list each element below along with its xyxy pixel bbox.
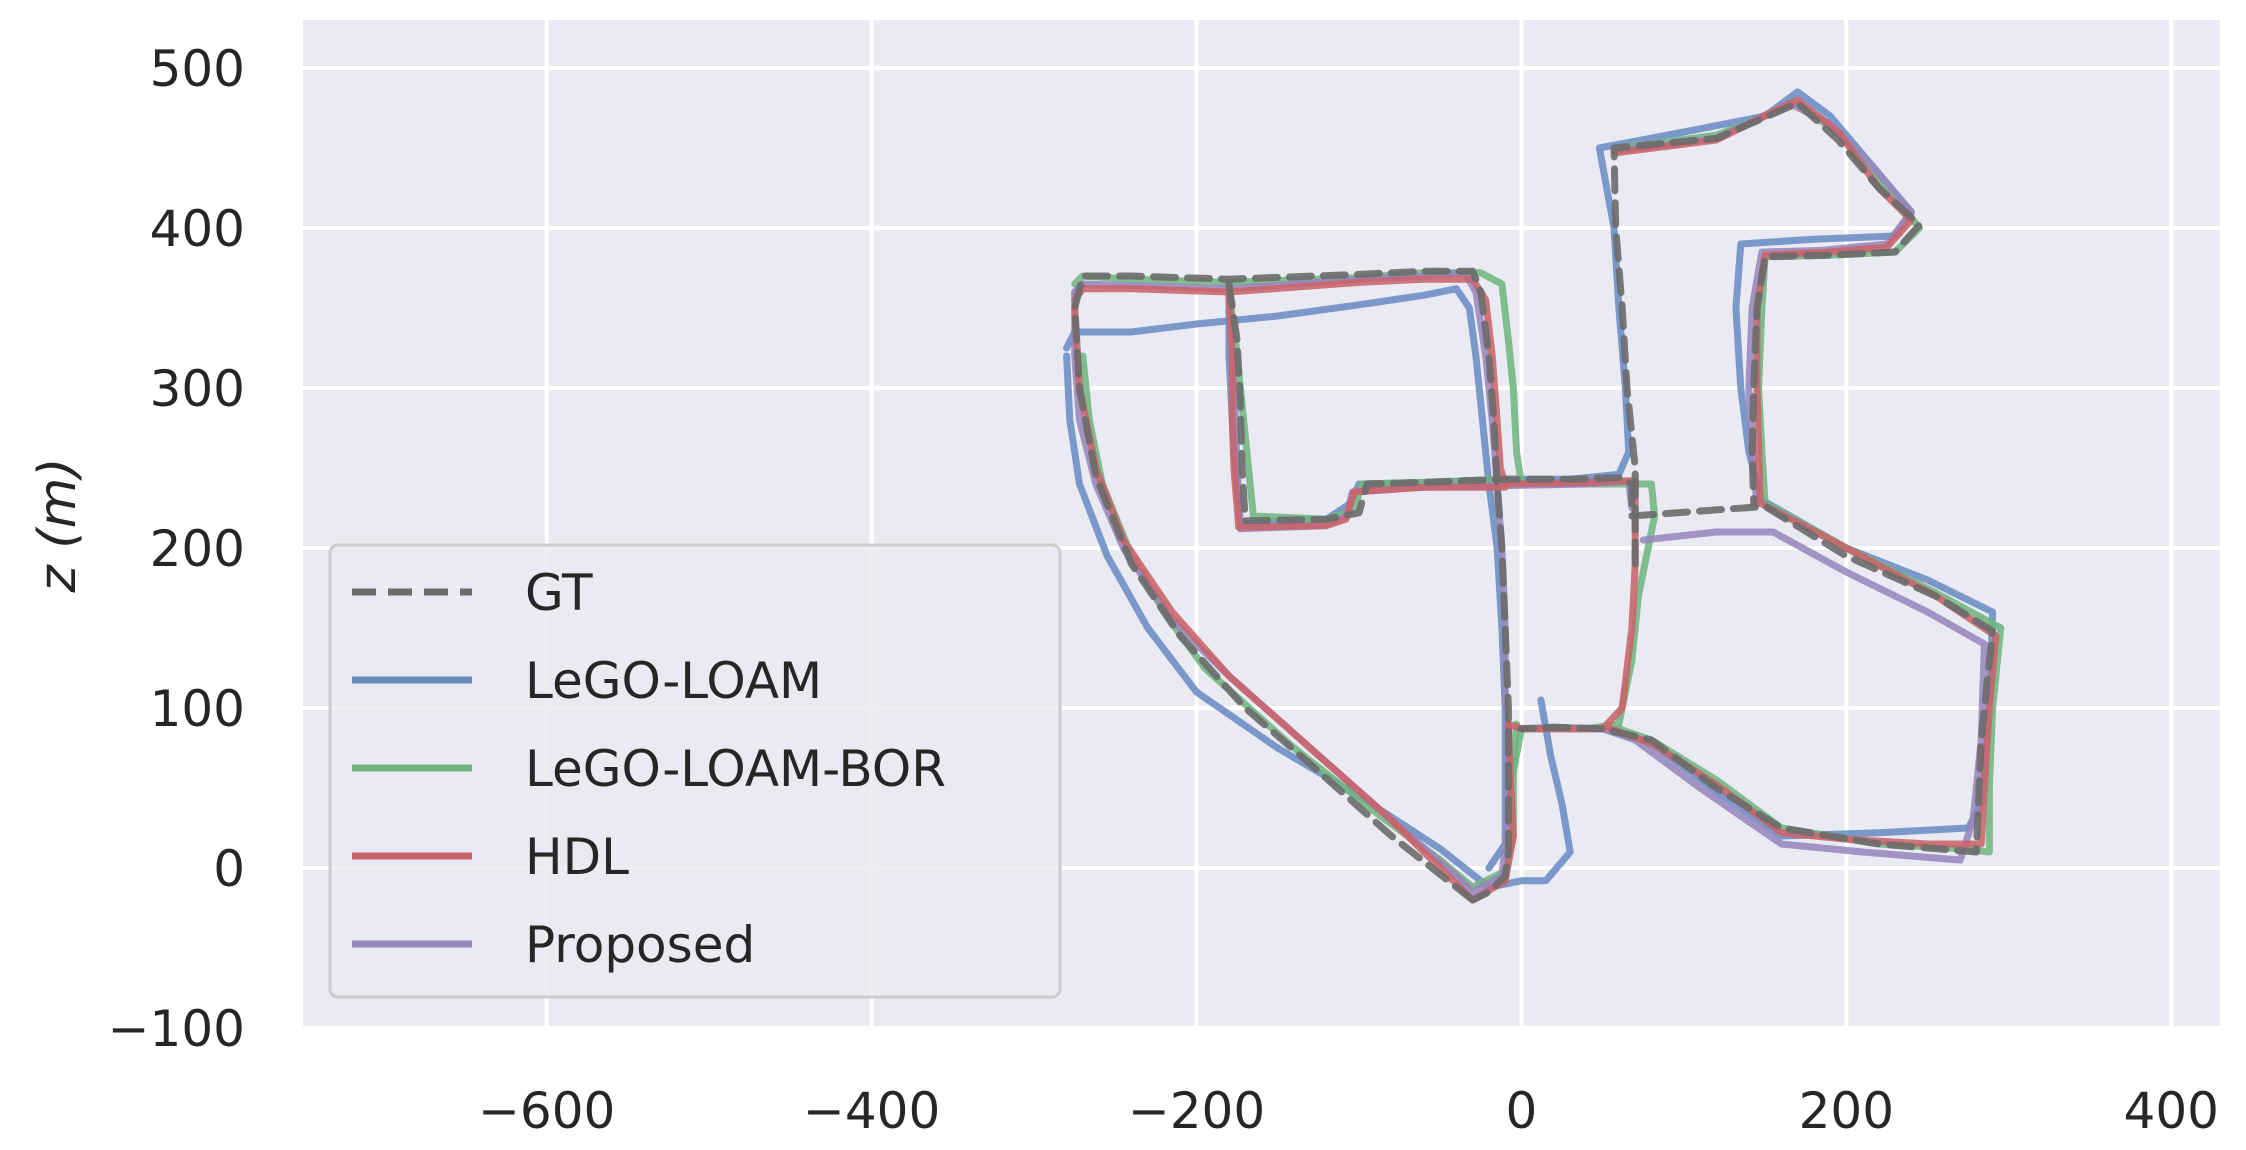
y-axis-label: z (m) <box>28 457 88 593</box>
y-tick-label: 0 <box>213 840 245 898</box>
x-tick-label: 400 <box>2124 1082 2219 1140</box>
series-line <box>1071 304 1517 904</box>
legend-label: Proposed <box>525 916 755 974</box>
y-tick-label: −100 <box>108 1000 245 1058</box>
x-tick-labels: −600 −400 −200 0 200 400 <box>478 1082 2219 1140</box>
x-tick-label: 0 <box>1506 1082 1538 1140</box>
series-line <box>1071 267 1512 904</box>
y-tick-label: 200 <box>150 520 245 578</box>
legend-box <box>328 543 1062 999</box>
y-tick-label: 300 <box>150 360 245 418</box>
y-tick-label: 500 <box>150 40 245 98</box>
legend: GT LeGO-LOAM LeGO-LOAM-BOR HDL Proposed <box>328 543 1062 999</box>
x-tick-label: 200 <box>1799 1082 1894 1140</box>
legend-label: LeGO-LOAM-BOR <box>525 740 946 798</box>
legend-label: HDL <box>525 828 629 886</box>
series-line <box>1517 528 1988 864</box>
y-tick-label: 400 <box>150 200 245 258</box>
x-tick-label: −200 <box>1128 1082 1265 1140</box>
series-line <box>1610 99 1923 568</box>
series-lines <box>1063 88 2005 904</box>
y-tick-labels: −100 0 100 200 300 400 500 <box>108 40 245 1058</box>
series-gt <box>1071 99 1997 904</box>
x-tick-label: −600 <box>478 1082 615 1140</box>
y-tick-label: 100 <box>150 680 245 738</box>
legend-label: LeGO-LOAM <box>525 652 822 710</box>
series-line <box>1225 291 1509 531</box>
x-tick-label: −400 <box>803 1082 940 1140</box>
legend-label: GT <box>525 564 593 622</box>
series-line <box>1071 275 1639 733</box>
